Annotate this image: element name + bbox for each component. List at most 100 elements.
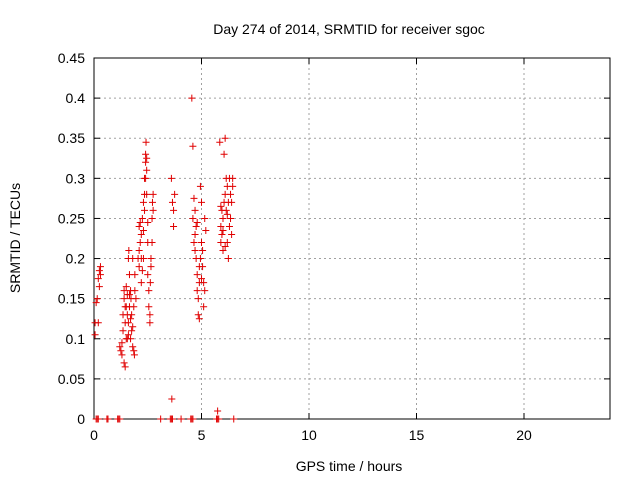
data-point	[135, 263, 143, 271]
data-point	[219, 226, 227, 234]
data-point	[170, 222, 178, 230]
data-point	[147, 255, 155, 263]
data-point	[136, 239, 144, 247]
grid-lines	[94, 58, 610, 419]
data-point	[130, 347, 138, 355]
data-point	[143, 154, 151, 162]
data-point	[96, 263, 104, 271]
data-point	[121, 303, 129, 311]
data-point	[198, 275, 205, 283]
data-point	[191, 247, 199, 255]
data-point	[202, 226, 210, 234]
data-point	[227, 214, 235, 222]
data-point	[199, 263, 207, 271]
y-tick-label: 0.35	[58, 130, 85, 146]
data-point	[227, 190, 235, 198]
data-point	[230, 415, 238, 423]
data-point	[125, 247, 133, 255]
data-point	[94, 319, 102, 327]
data-point	[120, 287, 128, 295]
data-point	[138, 214, 146, 222]
data-point	[118, 339, 126, 347]
data-point	[145, 303, 153, 311]
y-tick-label: 0.2	[66, 251, 86, 267]
data-point	[193, 287, 201, 295]
data-point	[222, 206, 230, 214]
data-point	[130, 303, 138, 311]
data-point	[92, 299, 100, 307]
data-point	[229, 174, 237, 182]
x-tick-label: 5	[198, 427, 206, 443]
data-point	[141, 190, 149, 198]
data-point	[214, 407, 222, 415]
data-point	[146, 319, 154, 327]
data-point	[124, 331, 132, 339]
data-point	[128, 327, 136, 335]
data-point	[144, 271, 152, 279]
data-point	[116, 343, 124, 351]
data-point	[195, 315, 203, 323]
data-point	[170, 206, 178, 214]
data-point	[93, 295, 101, 303]
data-point	[118, 351, 126, 359]
data-point	[116, 415, 124, 423]
y-tick-label: 0.05	[58, 371, 85, 387]
data-point	[221, 243, 229, 251]
data-point	[95, 283, 103, 291]
data-point	[189, 415, 197, 423]
data-point	[219, 214, 227, 222]
data-point	[200, 303, 208, 311]
y-tick-label: 0	[77, 411, 85, 427]
data-point	[139, 198, 147, 206]
data-point	[135, 222, 143, 230]
data-point	[225, 222, 233, 230]
data-point	[147, 263, 155, 271]
data-point	[191, 230, 199, 238]
data-point	[171, 190, 179, 198]
y-tick-label: 0.3	[66, 170, 86, 186]
data-point	[221, 134, 229, 142]
data-point	[188, 94, 196, 102]
data-point	[94, 415, 102, 423]
y-tick-label: 0.1	[66, 331, 86, 347]
data-point	[137, 230, 145, 238]
data-point	[189, 142, 197, 150]
data-point	[220, 150, 228, 158]
data-point	[148, 214, 156, 222]
data-point	[128, 311, 136, 319]
data-point	[200, 279, 208, 287]
data-point	[198, 239, 205, 247]
data-point	[120, 295, 128, 303]
data-point	[217, 222, 225, 230]
y-axis-label: SRMTID / TECUs	[7, 183, 23, 293]
data-point	[143, 166, 151, 174]
data-point	[218, 230, 226, 238]
data-point	[191, 206, 199, 214]
data-point	[130, 351, 138, 359]
data-point	[219, 247, 227, 255]
data-point	[129, 323, 137, 331]
data-point	[196, 255, 204, 263]
data-point	[229, 182, 237, 190]
data-series-srmtid	[91, 94, 238, 423]
data-point	[136, 218, 144, 226]
data-point	[123, 335, 131, 343]
x-tick-label: 10	[301, 427, 317, 443]
x-tick-label: 20	[516, 427, 532, 443]
data-point	[117, 347, 125, 355]
data-point	[216, 138, 224, 146]
x-tick-label: 0	[90, 427, 98, 443]
data-point	[145, 287, 153, 295]
data-point	[199, 247, 207, 255]
data-point	[192, 222, 200, 230]
data-point	[142, 174, 150, 182]
data-point	[224, 255, 232, 263]
data-point	[148, 198, 156, 206]
data-point	[137, 255, 145, 263]
x-axis-label: GPS time / hours	[296, 458, 403, 474]
data-point	[148, 239, 156, 247]
x-tick-label: 15	[409, 427, 425, 443]
data-point	[142, 150, 150, 158]
data-point	[91, 331, 99, 339]
